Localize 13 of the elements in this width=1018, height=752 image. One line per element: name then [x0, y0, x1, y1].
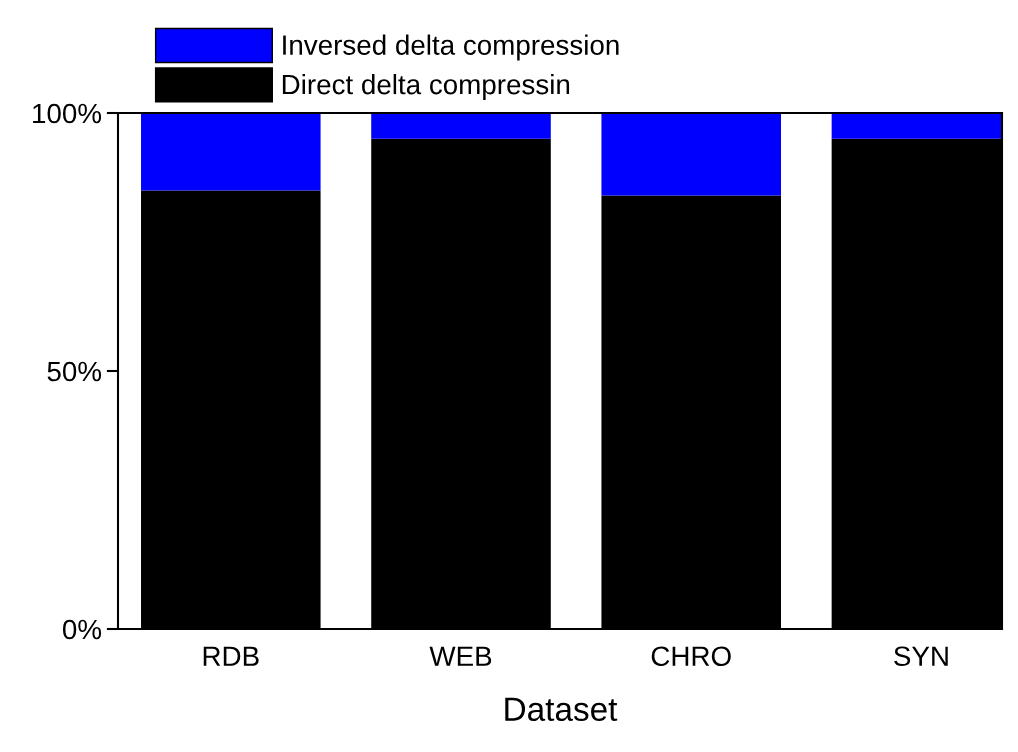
y-tick-label: 100% [33, 103, 102, 124]
legend-label: Direct delta compressin [282, 73, 570, 100]
y-tick-label: 0% [62, 619, 102, 640]
bar [601, 113, 781, 196]
bar [141, 113, 321, 191]
y-tick-label: 50% [47, 361, 102, 382]
bar [371, 113, 551, 139]
x-tick-label: SYN [894, 646, 948, 667]
x-tick-label: RDB [203, 646, 259, 666]
legend-label: Inversed delta compression [283, 34, 619, 61]
x-tick-label: CHRO [651, 646, 731, 667]
x-tick-label: WEB [429, 646, 492, 666]
x-axis-title: Dataset [505, 697, 618, 722]
